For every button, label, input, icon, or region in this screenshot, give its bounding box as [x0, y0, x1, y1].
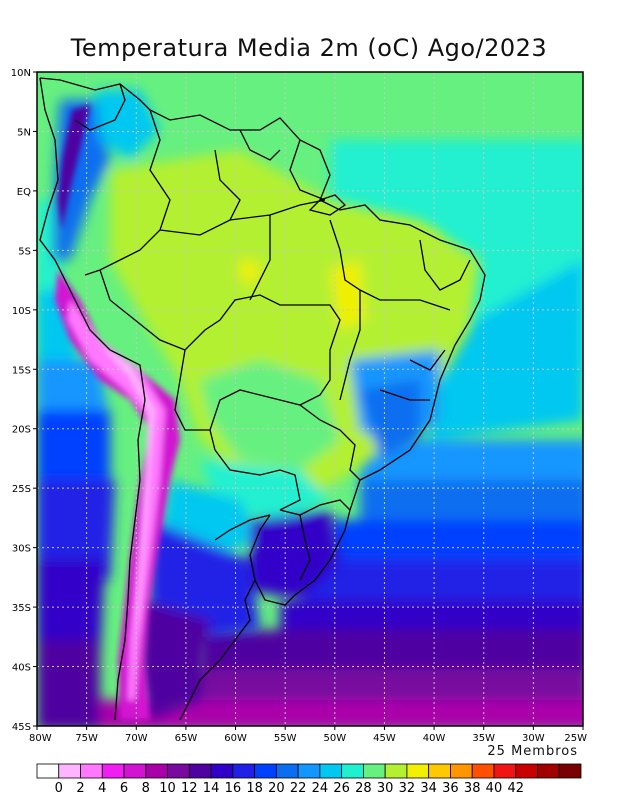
lat-tick-label: 40S: [12, 663, 31, 674]
temperature-field: [37, 72, 583, 726]
colorbar-label: 22: [290, 781, 307, 796]
colorbar-swatch: [558, 763, 582, 779]
lat-tick-label: 10S: [12, 306, 31, 317]
latitude-axis: 10N 5N EQ 5S 10S 15S 20S 25S 30S 35S 40S 45S: [11, 68, 37, 733]
colorbar-label: 2: [76, 781, 84, 796]
lat-tick-label: EQ: [17, 187, 31, 198]
colorbar-swatch: [362, 763, 386, 779]
colorbar-label: 4: [98, 781, 106, 796]
lon-tick-label: 60W: [224, 733, 247, 744]
colorbar-swatch: [275, 763, 299, 779]
colorbar-swatch: [210, 763, 234, 779]
colorbar-swatch: [537, 763, 560, 779]
colorbar-swatch: [80, 763, 103, 779]
lat-tick-label: 20S: [12, 425, 31, 436]
colorbar-label: 8: [142, 781, 150, 796]
colorbar-swatch: [319, 763, 343, 779]
colorbar-swatch: [515, 763, 538, 779]
plot-frame: [36, 71, 584, 727]
colorbar-label: 16: [225, 781, 242, 796]
lon-tick-label: 55W: [274, 733, 297, 744]
members-note: 25 Membros: [487, 744, 578, 759]
colorbar-label: 10: [159, 781, 176, 796]
lat-tick-label: 5N: [17, 127, 31, 138]
lat-tick-label: 45S: [12, 722, 31, 733]
lat-tick-label: 15S: [12, 365, 31, 376]
longitude-axis: 80W 75W 70W 65W 60W 55W 50W 45W 40W 35W 30W 25W: [29, 726, 587, 744]
colorbar: 0 2 4 6 8 10 12 14 16 18 20 22 24 26 28 30 32 34 36 38 40 42: [36, 763, 582, 796]
lon-tick-label: 70W: [125, 733, 148, 744]
lon-tick-label: 65W: [175, 733, 198, 744]
lon-tick-label: 75W: [75, 733, 98, 744]
colorbar-swatch: [167, 763, 190, 779]
colorbar-swatch: [406, 763, 430, 779]
colorbar-swatch: [384, 763, 408, 779]
colorbar-label: 36: [442, 781, 459, 796]
lon-tick-label: 30W: [522, 733, 545, 744]
colorbar-label: 42: [507, 781, 524, 796]
colorbar-swatch: [101, 763, 125, 779]
colorbar-swatch: [188, 763, 212, 779]
colorbar-swatch: [232, 763, 255, 779]
colorbar-swatch: [450, 763, 473, 779]
gridlines: [37, 72, 583, 726]
colorbar-swatch: [254, 763, 277, 779]
lat-tick-label: 5S: [18, 246, 31, 257]
colorbar-swatch: [123, 763, 147, 779]
colorbar-label: 38: [464, 781, 481, 796]
colorbar-label: 6: [120, 781, 128, 796]
colorbar-label: 18: [246, 781, 263, 796]
colorbar-label: 20: [268, 781, 285, 796]
colorbar-label: 26: [333, 781, 350, 796]
colorbar-label: 34: [420, 781, 437, 796]
lon-tick-label: 40W: [423, 733, 446, 744]
colorbar-swatch: [297, 763, 321, 779]
colorbar-label: 30: [377, 781, 394, 796]
map-title: Temperatura Media 2m (oC) Ago/2023: [70, 34, 548, 62]
colorbar-label: 28: [355, 781, 372, 796]
country-borders: [39, 77, 486, 721]
colorbar-swatch: [428, 763, 451, 779]
lon-tick-label: 45W: [373, 733, 396, 744]
colorbar-label: 0: [55, 781, 63, 796]
lat-tick-label: 35S: [12, 603, 31, 614]
colorbar-swatch: [58, 763, 81, 779]
colorbar-swatch: [145, 763, 168, 779]
lat-tick-label: 10N: [11, 68, 31, 79]
lat-tick-label: 25S: [12, 484, 31, 495]
colorbar-swatch: [471, 763, 495, 779]
colorbar-label: 12: [181, 781, 198, 796]
colorbar-label: 24: [312, 781, 329, 796]
lon-tick-label: 35W: [472, 733, 495, 744]
colorbar-label: 40: [486, 781, 503, 796]
lon-tick-label: 50W: [324, 733, 347, 744]
lat-tick-label: 30S: [12, 544, 31, 555]
lon-tick-label: 80W: [29, 733, 52, 744]
colorbar-label: 32: [399, 781, 416, 796]
colorbar-swatch: [36, 763, 60, 779]
colorbar-label: 14: [203, 781, 220, 796]
colorbar-swatch: [341, 763, 364, 779]
lon-tick-label: 25W: [564, 733, 587, 744]
colorbar-swatch: [493, 763, 517, 779]
